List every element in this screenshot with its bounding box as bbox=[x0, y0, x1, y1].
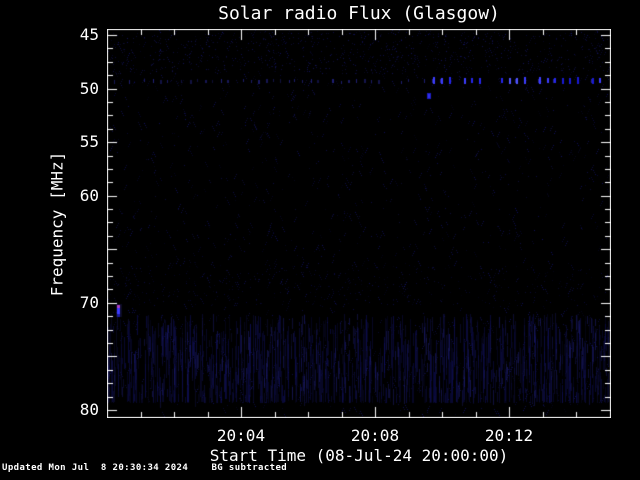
y-tick-label: 60 bbox=[79, 186, 99, 205]
x-tick-label: 20:12 bbox=[484, 426, 534, 445]
chart-title: Solar radio Flux (Glasgow) bbox=[218, 3, 500, 24]
y-tick-label: 45 bbox=[79, 25, 99, 44]
y-tick-label: 80 bbox=[79, 400, 99, 419]
y-axis-title: Frequency [MHz] bbox=[47, 151, 67, 297]
x-axis-title: Start Time (08-Jul-24 20:00:00) bbox=[209, 446, 509, 465]
spectrogram-plot-area bbox=[107, 29, 611, 418]
x-tick-label: 20:08 bbox=[350, 426, 400, 445]
y-tick-label: 50 bbox=[79, 79, 99, 98]
status-line: Updated Mon Jul 8 20:30:34 2024 BG subtr… bbox=[2, 463, 288, 473]
y-tick-label: 55 bbox=[79, 132, 99, 151]
x-tick-label: 20:04 bbox=[216, 426, 266, 445]
y-tick-label: 70 bbox=[79, 293, 99, 312]
